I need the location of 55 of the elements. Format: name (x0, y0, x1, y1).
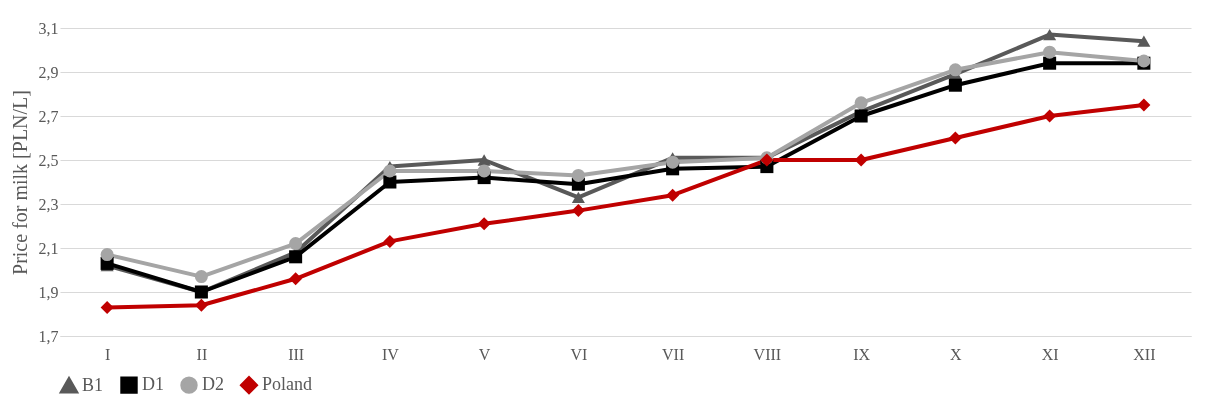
point (666, 155, 680, 169)
legend-label: D2 (202, 374, 224, 395)
point (666, 188, 680, 202)
y-tick-label: 2,5 (38, 151, 59, 169)
point (571, 191, 585, 204)
point (477, 217, 491, 231)
x-tick-label: XII (1133, 345, 1156, 363)
y-tick-label: 1,7 (38, 327, 59, 345)
point (477, 154, 491, 166)
x-tick-label: V (478, 345, 491, 363)
y-tick-label: 3,1 (38, 19, 59, 37)
point (383, 234, 397, 248)
x-tick-label: VII (662, 345, 685, 363)
y-axis-title: Price for milk [PLN/L] (8, 90, 31, 275)
x-tick-label: IV (381, 345, 400, 363)
legend-label: Poland (262, 374, 313, 395)
point (1043, 28, 1057, 41)
point (854, 153, 868, 167)
point (100, 248, 114, 262)
legend-label: B1 (82, 374, 104, 395)
x-tick-label: II (196, 345, 208, 363)
x-tick-label: III (288, 345, 305, 363)
y-tick-label: 1,9 (38, 283, 59, 301)
point (477, 164, 491, 178)
point (289, 272, 303, 286)
point (100, 300, 114, 314)
point (571, 168, 585, 182)
point (289, 237, 303, 251)
point (383, 175, 397, 189)
point (383, 164, 397, 178)
point (571, 204, 585, 218)
x-tick-label: IX (853, 345, 871, 363)
x-tick-label: VIII (753, 345, 782, 363)
y-tick-label: 2,7 (38, 107, 59, 125)
point (1043, 109, 1057, 123)
point (948, 78, 962, 92)
point (1137, 35, 1151, 47)
point (1137, 98, 1151, 112)
point (948, 131, 962, 145)
point (854, 96, 868, 110)
point (1043, 45, 1057, 59)
point (1043, 56, 1057, 70)
point (948, 63, 962, 77)
y-tick-label: 2,3 (38, 195, 59, 213)
point (194, 270, 208, 284)
x-tick-label: XI (1041, 345, 1059, 363)
x-tick-label: I (104, 345, 111, 363)
x-tick-label: X (950, 345, 963, 363)
point (854, 109, 868, 123)
legend-label: D1 (142, 374, 164, 395)
y-tick-label: 2,9 (38, 63, 59, 81)
x-tick-label: VI (570, 345, 588, 363)
point (194, 298, 208, 312)
y-tick-label: 2,1 (38, 239, 59, 257)
point (289, 250, 303, 264)
